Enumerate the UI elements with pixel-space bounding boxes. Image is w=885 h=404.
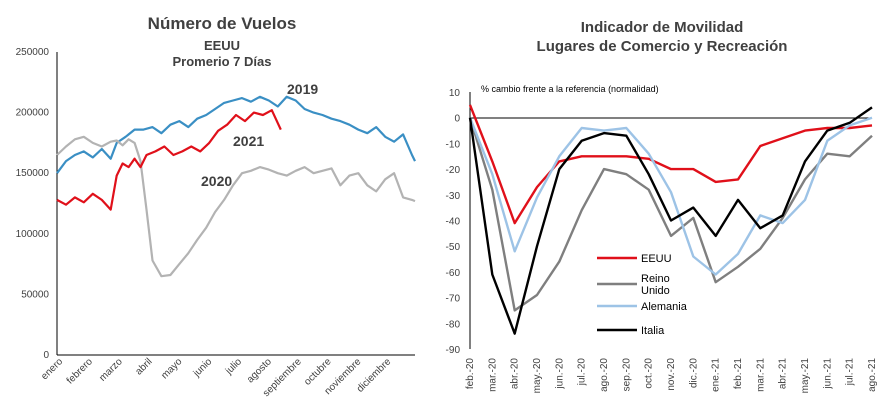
mobility-x-tick-label-nov-20: nov.-20 bbox=[666, 358, 677, 391]
mobility-x-tick-label-jun-20: jun.-20 bbox=[554, 358, 565, 390]
flights-y-axis-ticks: 0 50000 100000 150000 200000 250000 bbox=[16, 47, 50, 361]
mobility-x-tick-label-jun-21: jun.-21 bbox=[822, 358, 833, 390]
mobility-x-tick-label-jul-20: jul.-20 bbox=[577, 358, 588, 387]
mobility-x-tick-label-mar-20: mar.-20 bbox=[487, 358, 498, 392]
flights-series-line-2021 bbox=[56, 109, 282, 211]
mobility-series-line-reino-unido bbox=[468, 117, 873, 312]
flights-y-tick-label: 100000 bbox=[16, 229, 50, 240]
mobility-y-tick-label: -20 bbox=[446, 165, 461, 176]
mobility-y-tick-label: -40 bbox=[446, 217, 461, 228]
mobility-x-tick-label-jul-21: jul.-21 bbox=[845, 358, 856, 387]
series-label-2021: 2021 bbox=[233, 133, 264, 149]
mobility-x-tick-label-abr-21: abr.-21 bbox=[778, 358, 789, 390]
flights-chart-subtitle-average: Promerio 7 Días bbox=[173, 54, 272, 69]
flights-x-tick-label-agosto: agosto bbox=[245, 356, 274, 385]
mobility-x-axis-ticks: feb.-20 mar.-20 abr.-20 may.-20 jun.-20 jul.-… bbox=[465, 358, 878, 394]
flights-series bbox=[56, 95, 416, 278]
flights-y-tick-label: 250000 bbox=[16, 47, 50, 58]
legend-item-reino-unido: Reino Unido bbox=[597, 273, 670, 297]
flights-series-line-2019 bbox=[56, 95, 416, 174]
mobility-x-tick-label-may-21: may.-21 bbox=[800, 358, 811, 394]
mobility-y-tick-label: -60 bbox=[446, 268, 461, 279]
flights-y-tick-label: 200000 bbox=[16, 108, 50, 119]
flights-x-tick-label-febrero: febrero bbox=[65, 356, 95, 386]
mobility-y-axis-ticks: 10 0 -10 -20 -30 -40 -50 -60 -70 -80 -90 bbox=[446, 88, 461, 356]
mobility-x-tick-label-ago-20: ago.-20 bbox=[599, 358, 610, 392]
mobility-y-tick-label: -80 bbox=[446, 319, 461, 330]
legend-label-reino-unido: Reino Unido bbox=[641, 273, 670, 297]
mobility-x-tick-label-oct-20: oct.-20 bbox=[644, 358, 655, 389]
flights-x-tick-label-abril: abril bbox=[133, 356, 154, 377]
flights-y-tick-label: 0 bbox=[43, 350, 49, 361]
mobility-y-tick-label: -30 bbox=[446, 191, 461, 202]
mobility-series bbox=[468, 104, 873, 335]
mobility-series-line-eeuu bbox=[468, 104, 873, 225]
mobility-x-tick-label-ago-21: ago.-21 bbox=[867, 358, 878, 392]
flights-x-tick-label-mayo: mayo bbox=[159, 356, 184, 381]
legend-item-eeuu: EEUU bbox=[597, 253, 672, 265]
mobility-chart-title-line1: Indicador de Movilidad bbox=[581, 19, 744, 36]
mobility-x-tick-label-mar-21: mar.-21 bbox=[755, 358, 766, 392]
mobility-series-line-italia bbox=[468, 106, 873, 335]
mobility-y-tick-label: -90 bbox=[446, 345, 461, 356]
mobility-y-tick-label: -70 bbox=[446, 294, 461, 305]
flights-chart: Número de Vuelos EEUU Promerio 7 Días 0 5… bbox=[16, 14, 416, 399]
mobility-y-tick-label: -10 bbox=[446, 139, 461, 150]
mobility-x-tick-label-sep-20: sep.-20 bbox=[621, 358, 632, 392]
flights-y-tick-label: 50000 bbox=[21, 289, 49, 300]
flights-y-tick-label: 150000 bbox=[16, 168, 50, 179]
mobility-y-tick-label: 10 bbox=[449, 88, 461, 99]
flights-x-tick-label-junio: junio bbox=[191, 356, 215, 380]
mobility-y-tick-label: 0 bbox=[454, 114, 460, 125]
mobility-legend: EEUU Reino Unido Alemania Italia bbox=[597, 253, 688, 337]
series-label-2020: 2020 bbox=[201, 173, 232, 189]
flights-x-axis-ticks: enero febrero marzo abril mayo junio julio agos… bbox=[39, 356, 393, 399]
flights-x-tick-label-marzo: marzo bbox=[97, 356, 125, 384]
mobility-y-axis-label: % cambio frente a la referencia (normali… bbox=[481, 84, 659, 94]
mobility-chart: Indicador de Movilidad Lugares de Comerc… bbox=[446, 19, 878, 393]
series-label-2019: 2019 bbox=[287, 81, 318, 97]
legend-label-italia: Italia bbox=[641, 325, 665, 337]
mobility-x-tick-label-abr-20: abr.-20 bbox=[510, 358, 521, 390]
mobility-x-tick-label-feb-20: feb.-20 bbox=[465, 358, 476, 390]
legend-item-alemania: Alemania bbox=[597, 301, 688, 313]
flights-chart-title: Número de Vuelos bbox=[148, 14, 297, 33]
legend-label-alemania: Alemania bbox=[641, 301, 688, 313]
legend-label-eeuu: EEUU bbox=[641, 253, 672, 265]
mobility-x-tick-label-feb-21: feb.-21 bbox=[733, 358, 744, 390]
mobility-x-tick-label-ene-21: ene.-21 bbox=[711, 358, 722, 392]
flights-series-line-2020 bbox=[56, 135, 416, 278]
mobility-x-tick-label-may-20: may.-20 bbox=[532, 358, 543, 394]
mobility-x-tick-label-dic-20: dic.-20 bbox=[688, 358, 699, 388]
legend-item-italia: Italia bbox=[597, 325, 665, 337]
mobility-series-line-alemania bbox=[468, 116, 873, 276]
flights-chart-subtitle-country: EEUU bbox=[204, 38, 240, 53]
mobility-chart-title-line2: Lugares de Comercio y Recreación bbox=[537, 38, 788, 55]
mobility-y-tick-label: -50 bbox=[446, 242, 461, 253]
flights-x-tick-label-julio: julio bbox=[223, 356, 244, 377]
